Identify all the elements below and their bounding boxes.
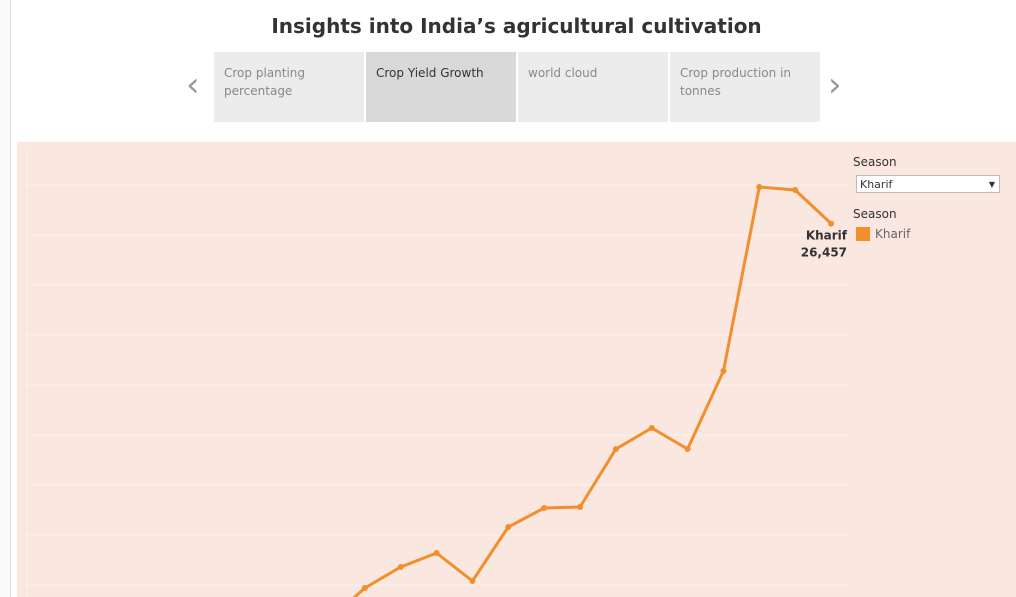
point xyxy=(792,187,799,193)
point xyxy=(612,446,619,452)
point xyxy=(361,585,368,591)
point xyxy=(756,184,763,190)
legend-swatch xyxy=(856,227,870,241)
story-tab[interactable]: Crop production in tonnes xyxy=(670,52,820,122)
point xyxy=(505,524,512,530)
point xyxy=(648,425,655,431)
point xyxy=(577,504,584,510)
story-title: Insights into India’s agricultural culti… xyxy=(271,14,762,38)
point xyxy=(541,505,548,511)
story-tab[interactable]: Crop planting percentage xyxy=(214,52,364,122)
next-arrow[interactable]: › xyxy=(828,65,842,105)
point xyxy=(433,550,440,556)
plot xyxy=(27,184,848,597)
point xyxy=(469,578,476,584)
filter-dropdown[interactable]: Kharif ▼ xyxy=(856,175,1000,193)
point xyxy=(397,564,404,570)
filter-value: Kharif xyxy=(860,178,893,191)
sidebar xyxy=(0,0,11,597)
point xyxy=(684,446,691,452)
data-label: 26,457 xyxy=(801,246,847,260)
story-tab[interactable]: world cloud xyxy=(518,52,668,122)
point xyxy=(720,368,727,374)
data-label-series: Kharif xyxy=(806,229,848,243)
filter-label: Season xyxy=(853,155,897,169)
prev-arrow[interactable]: ‹ xyxy=(186,65,200,105)
dropdown-icon: ▼ xyxy=(988,180,995,189)
story-tab[interactable]: Crop Yield Growth xyxy=(366,52,516,122)
legend-entry[interactable]: Kharif xyxy=(875,227,911,241)
point xyxy=(828,220,835,227)
legend-title: Season xyxy=(853,207,897,221)
